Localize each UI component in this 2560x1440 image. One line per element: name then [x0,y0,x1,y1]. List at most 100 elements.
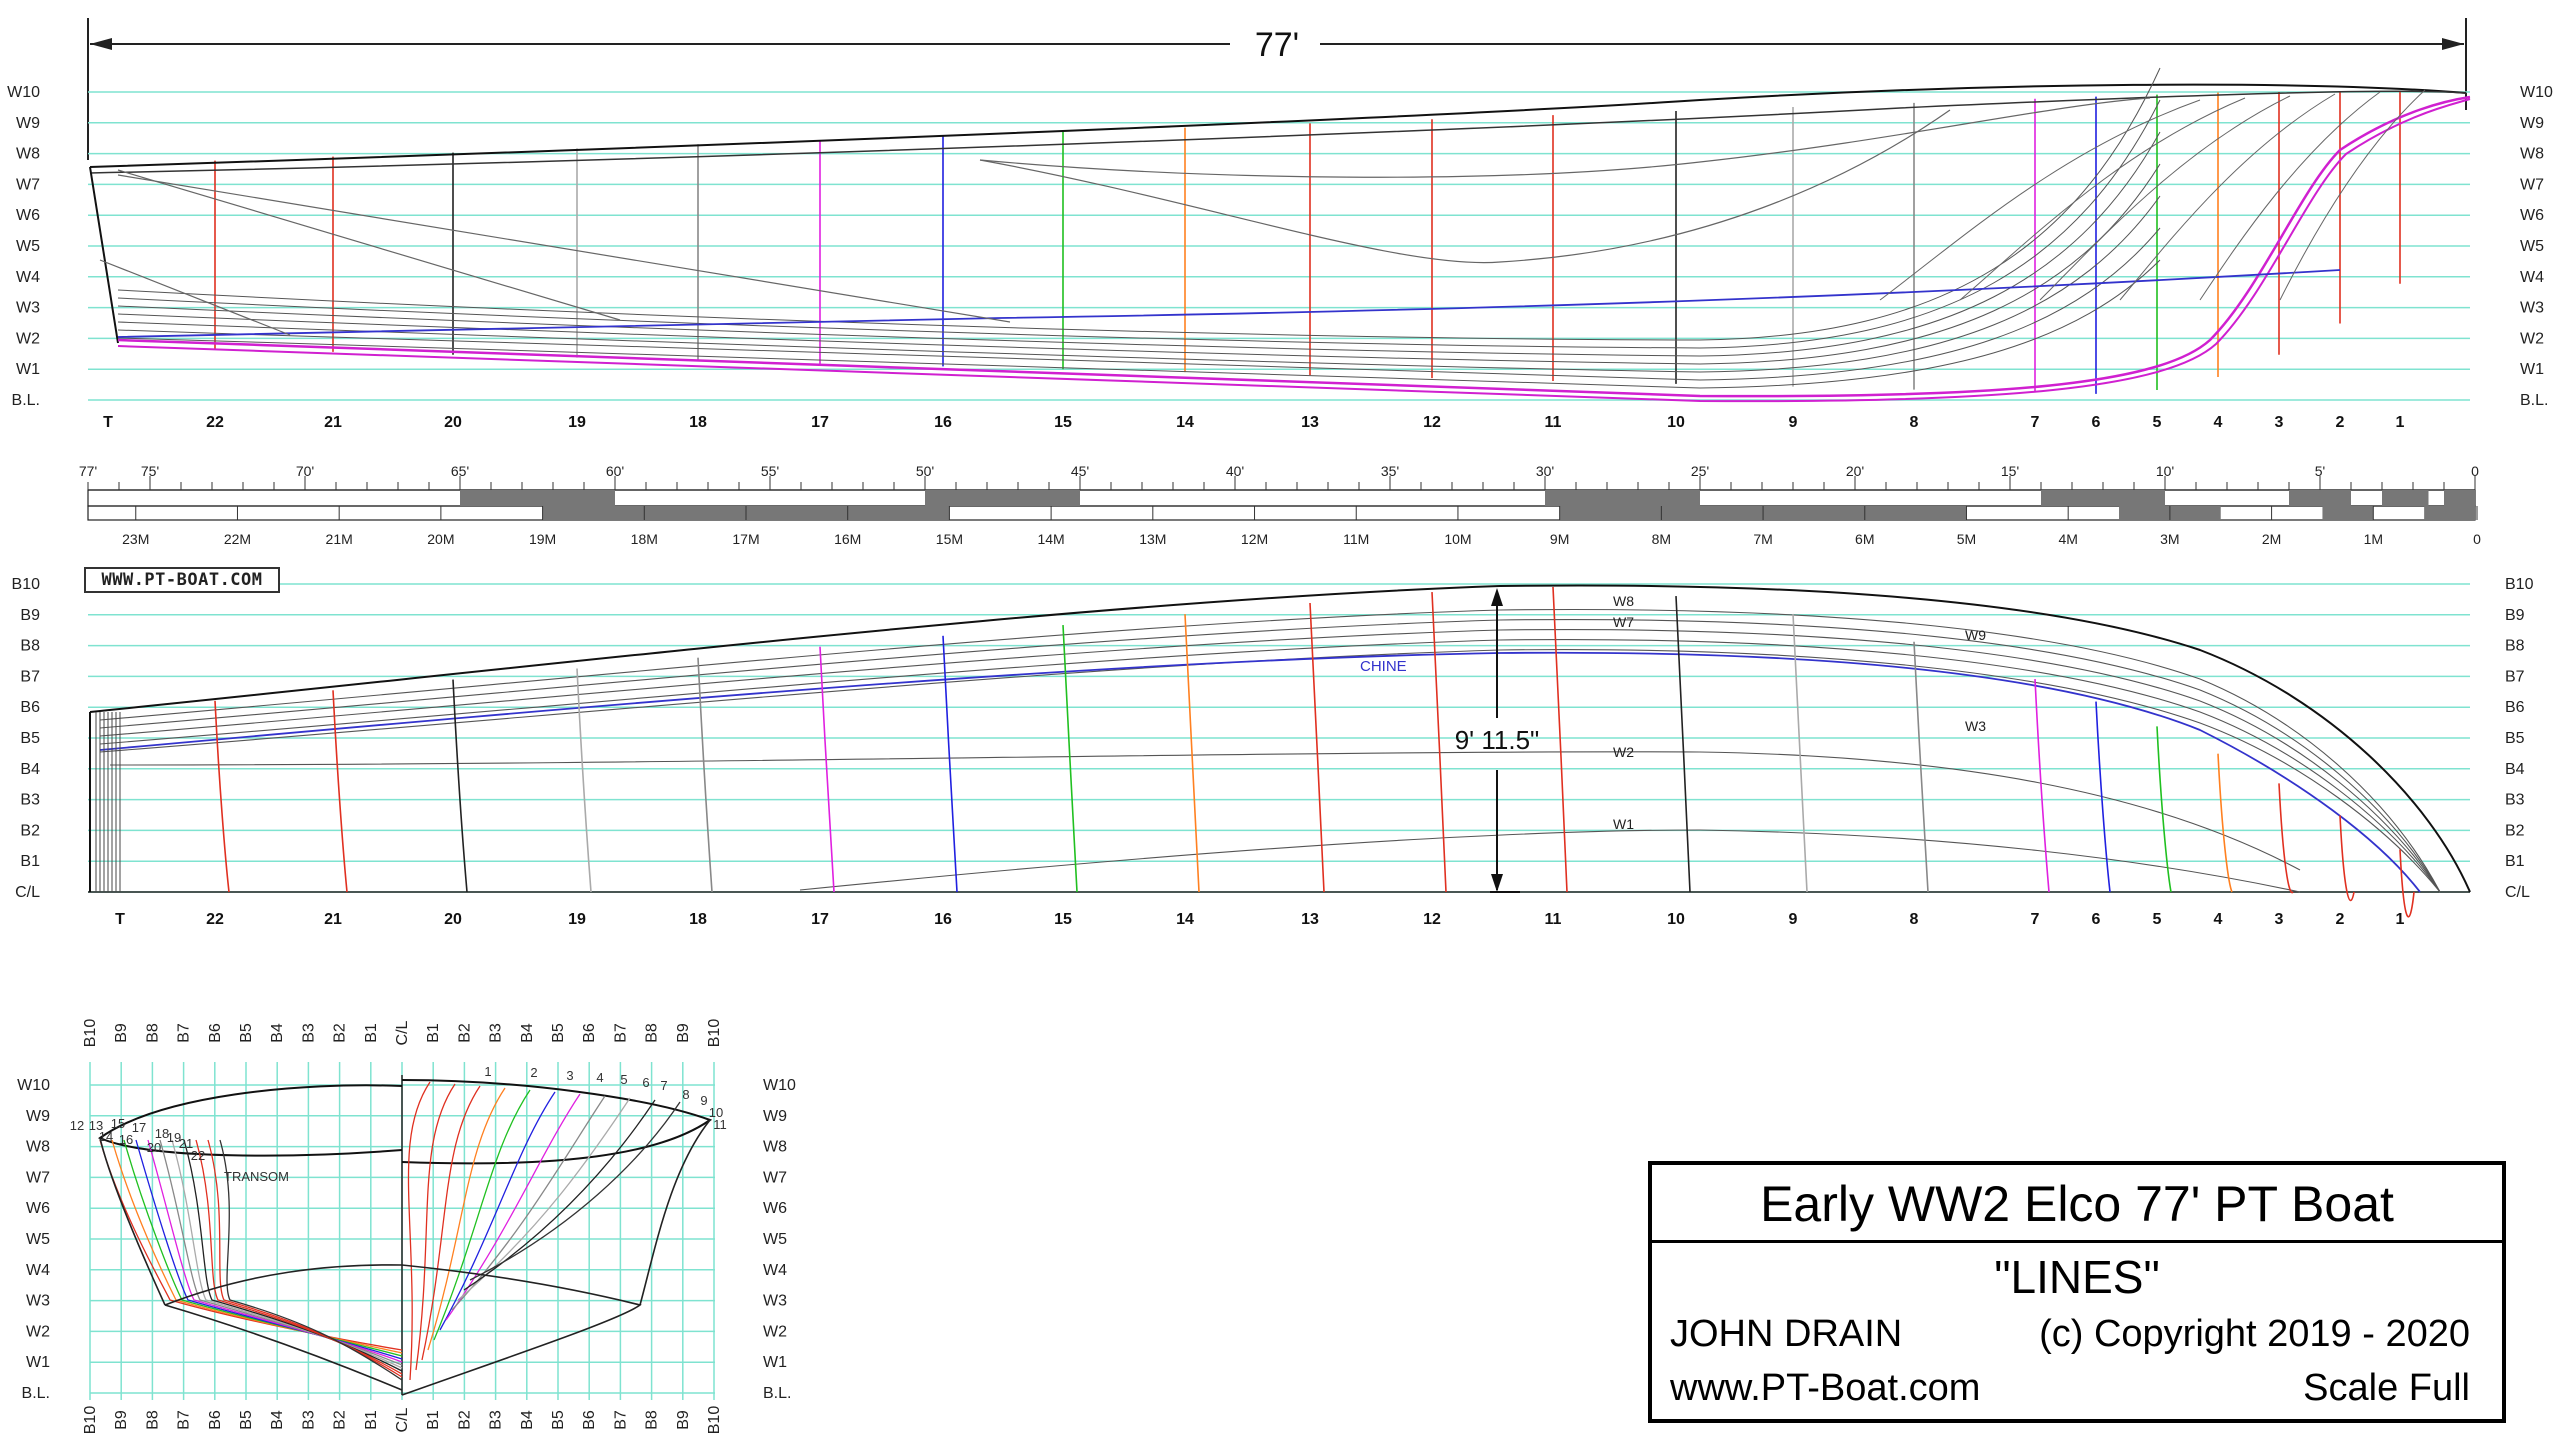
body-b-label-bottom-left: B9 [113,1410,130,1430]
body-aft-station-label: 13 [89,1118,103,1133]
plan-b-label-right: B6 [2505,699,2525,716]
profile-station-label: 6 [2092,414,2101,431]
plan-w1-line [799,829,2301,893]
meter-band [87,505,2476,521]
body-aft-section [123,1139,403,1357]
profile-station-label: 1 [2396,414,2405,431]
body-wl-label-right: B.L. [763,1385,791,1402]
body-wl-label-right: W2 [763,1323,787,1340]
body-wl-label-left: W3 [26,1293,50,1310]
body-wl-label-left: W2 [26,1323,50,1340]
plan-b-label-right: B5 [2505,730,2525,747]
body-b-label-bottom-right: B5 [550,1410,567,1430]
body-b-label-top-left: B5 [238,1023,255,1043]
meter-mark-label: 13M [1139,531,1166,547]
profile-station-label: 9 [1789,414,1798,431]
profile-chine-line [117,269,2341,338]
plan-station-label: 21 [324,911,342,928]
plan-w3-label: W3 [1965,718,1986,734]
plan-b-label-left: B8 [20,638,40,655]
profile-station-label: 22 [206,414,224,431]
body-b-label-bottom-right: B1 [425,1410,442,1430]
plan-station-label: 17 [811,911,829,928]
body-b-label-top-left: B3 [300,1023,317,1043]
feet-mark-label: 75' [141,463,159,479]
plan-waterline [99,608,2441,893]
body-fwd-section [407,1081,431,1381]
profile-station-label: 10 [1667,414,1685,431]
plan-waterline [99,649,2441,893]
feet-mark-label: 10' [2156,463,2174,479]
body-fwd-station-label: 11 [713,1117,727,1132]
body-aft-station-label: 18 [155,1126,169,1141]
profile-wl-label-left: W2 [16,330,40,347]
chine-label: CHINE [1360,658,1407,675]
body-b-label-top-right: B9 [675,1023,692,1043]
profile-wl-label-left: W6 [16,207,40,224]
feet-mark-label: 65' [451,463,469,479]
scale-rule: 77' 75' 70' 65' 60' 55' 50' 45' 40' 35' 30' 25' 20' 1… [79,463,2481,547]
body-b-label-top-right: B8 [644,1023,661,1043]
body-fwd-station-label: 6 [642,1075,649,1090]
meter-mark-label: 14M [1037,531,1064,547]
body-aft-section [99,1139,403,1351]
profile-station-label: 21 [324,414,342,431]
meter-mark-label: 20M [427,531,454,547]
body-aft-station-label: 20 [147,1140,161,1155]
plan-waterline [99,618,2441,893]
plan-station-line [452,679,468,893]
body-b-label-bottom-left: C/L [394,1407,411,1432]
profile-station-label: 15 [1054,414,1072,431]
meter-mark-label: 22M [224,531,251,547]
plan-waterline [99,639,2441,893]
meter-mark-label: 18M [631,531,658,547]
body-aft-section [135,1139,403,1360]
meter-mark-label: 5M [1957,531,1976,547]
body-aft-station-label: 17 [132,1120,146,1135]
body-b-label-bottom-right: B6 [581,1410,598,1430]
body-b-label-top-left: B2 [332,1023,349,1043]
profile-wl-label-right: W10 [2520,84,2553,101]
plan-b-label-left: B10 [12,576,41,593]
plan-station-label: 3 [2275,911,2284,928]
body-fwd-section [439,1091,556,1331]
plan-station-label: 4 [2214,911,2223,928]
plan-b-label-left: B9 [20,607,40,624]
plan-station-label: 8 [1910,911,1919,928]
author-name: JOHN DRAIN [1670,1313,1903,1355]
feet-block [460,490,615,506]
body-wl-label-left: W8 [26,1139,50,1156]
profile-buttock-line [117,195,2161,373]
body-fwd-station-label: 7 [660,1078,667,1093]
plan-station-label: T [115,911,125,928]
body-b-label-top-right: B6 [581,1023,598,1043]
feet-block [2041,490,2165,506]
plan-station-label: 1 [2396,911,2405,928]
feet-mark-label: 40' [1226,463,1244,479]
profile-wl-label-left: W4 [16,269,40,286]
keel-line-inner [117,98,2471,403]
body-fwd-station-label: 8 [682,1087,689,1102]
website-link[interactable]: www.PT-Boat.com [1670,1367,1981,1409]
plan-station-line [2095,701,2111,893]
profile-wl-label-right: W7 [2520,176,2544,193]
plan-station-label: 19 [568,911,586,928]
body-fwd-station-label: 3 [566,1068,573,1083]
plan-b-label-right: B7 [2505,668,2525,685]
body-wl-label-right: W10 [763,1077,796,1094]
profile-station-label: 11 [1545,414,1562,431]
copyright-notice: (c) Copyright 2019 - 2020 [2039,1313,2470,1355]
profile-station-label: 14 [1176,414,1194,431]
deck-line [89,90,2467,174]
plan-station-line [332,690,348,893]
plan-station-label: 18 [689,911,707,928]
profile-station-label: 17 [811,414,829,431]
profile-wl-label-left: W5 [16,238,40,255]
body-fwd-station-label: 1 [484,1064,491,1079]
profile-wl-label-right: W3 [2520,300,2544,317]
body-wl-label-right: W3 [763,1293,787,1310]
feet-block [925,490,1080,506]
body-b-label-top-right: B7 [612,1023,629,1043]
body-b-label-bottom-left: B6 [207,1410,224,1430]
plan-station-line [1675,596,1691,893]
